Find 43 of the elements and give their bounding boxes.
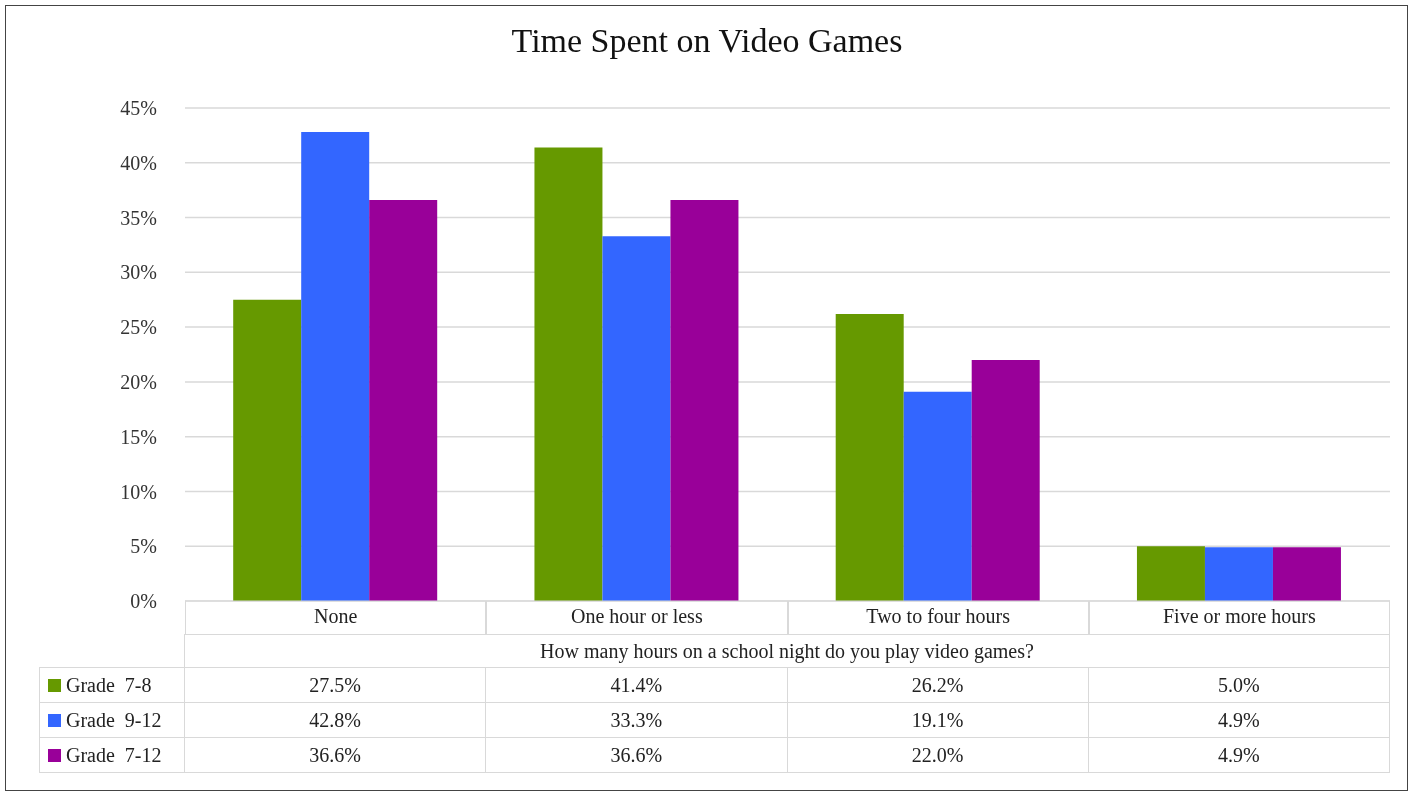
bar (670, 200, 739, 601)
data-label: 36.6% (485, 737, 788, 773)
data-label: 22.0% (786, 737, 1089, 773)
data-label: 26.2% (786, 667, 1089, 703)
y-tick-label: 35% (120, 206, 157, 229)
y-tick-label: 45% (120, 97, 157, 120)
data-label: 41.4% (485, 667, 788, 703)
y-tick-label: 30% (120, 261, 157, 284)
chart-title: Time Spent on Video Games (510, 22, 904, 60)
data-label: 33.3% (485, 702, 788, 738)
y-tick-label: 20% (120, 370, 157, 393)
y-tick-label: 15% (120, 425, 157, 448)
legend-label: Grade 7-8 (66, 673, 152, 697)
x-tick-label: One hour or less (571, 605, 703, 628)
bar (971, 359, 1040, 601)
bar (903, 391, 972, 601)
data-label: 42.8% (184, 702, 487, 738)
y-tick-label: 40% (120, 151, 157, 174)
y-tick-label: 25% (120, 316, 157, 339)
y-tick-label: 10% (120, 480, 157, 503)
bar (835, 313, 904, 601)
bar (602, 236, 671, 601)
data-label: 4.9% (1087, 702, 1390, 738)
data-label: 4.9% (1087, 737, 1390, 773)
x-tick-label: Two to four hours (866, 605, 1011, 628)
y-tick-label: 0% (130, 590, 157, 613)
x-axis-title: How many hours on a school night do you play video games? (184, 634, 1390, 668)
legend-label: Grade 7-12 (66, 743, 162, 767)
bar (301, 132, 370, 601)
x-tick-label: Five or more hours (1162, 605, 1316, 628)
legend-label: Grade 9-12 (66, 708, 162, 732)
data-label: 36.6% (184, 737, 487, 773)
data-label: 27.5% (184, 667, 487, 703)
x-tick-label: None (313, 605, 358, 628)
bar (233, 299, 302, 601)
y-tick-label: 5% (130, 535, 157, 558)
data-label: 5.0% (1087, 667, 1390, 703)
bar (1136, 546, 1205, 601)
bar (1204, 547, 1273, 601)
bar (534, 147, 603, 601)
bar (1272, 547, 1341, 601)
bar (369, 200, 438, 601)
data-label: 19.1% (786, 702, 1089, 738)
